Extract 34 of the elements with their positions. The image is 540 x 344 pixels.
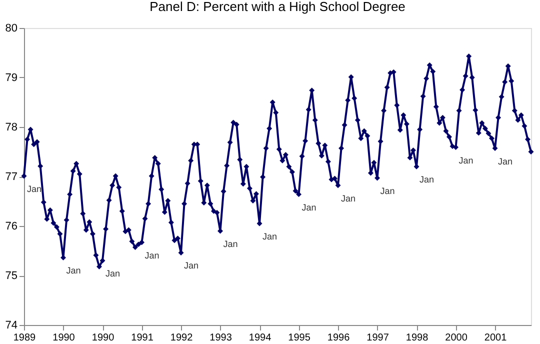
- annotation: Jan: [380, 186, 395, 196]
- x-tick-label: 1991: [131, 332, 154, 344]
- chart-title: Panel D: Percent with a High School Degree: [150, 0, 406, 14]
- x-tick-label: 1989: [13, 332, 36, 344]
- x-tick-label: 1990: [52, 332, 76, 344]
- annotation: Jan: [144, 250, 160, 260]
- annotation: Jan: [302, 202, 316, 212]
- annotation: Jan: [27, 184, 42, 194]
- x-tick-label: 1993: [210, 332, 232, 344]
- annotation: Jan: [66, 266, 81, 276]
- annotation: Jan: [420, 174, 434, 185]
- y-tick-label: 77: [5, 171, 18, 183]
- x-tick-label: 2001: [484, 332, 508, 344]
- x-tick-label: 1990: [92, 332, 115, 344]
- y-tick-label: 79: [5, 72, 18, 84]
- y-tick-label: 80: [5, 22, 18, 34]
- x-tick-label: 1998: [406, 332, 429, 344]
- x-tick-label: 1997: [366, 332, 390, 344]
- annotation: Jan: [262, 232, 278, 242]
- annotation: Jan: [458, 155, 474, 166]
- x-tick-label: 2000: [445, 332, 468, 344]
- annotation: Jan: [223, 238, 238, 249]
- y-tick-label: 74: [5, 320, 18, 332]
- x-tick-label: 1992: [170, 332, 194, 344]
- y-tick-label: 76: [5, 220, 18, 232]
- x-tick-label: 1996: [327, 332, 350, 344]
- annotation: Jan: [106, 268, 120, 279]
- x-tick-label: 1995: [288, 332, 311, 344]
- annotation: Jan: [498, 156, 513, 166]
- y-tick-label: 75: [5, 270, 18, 282]
- annotation: Jan: [184, 260, 199, 271]
- x-tick-label: 1994: [248, 332, 272, 344]
- y-tick-label: 78: [5, 122, 18, 134]
- annotation: Jan: [341, 193, 356, 204]
